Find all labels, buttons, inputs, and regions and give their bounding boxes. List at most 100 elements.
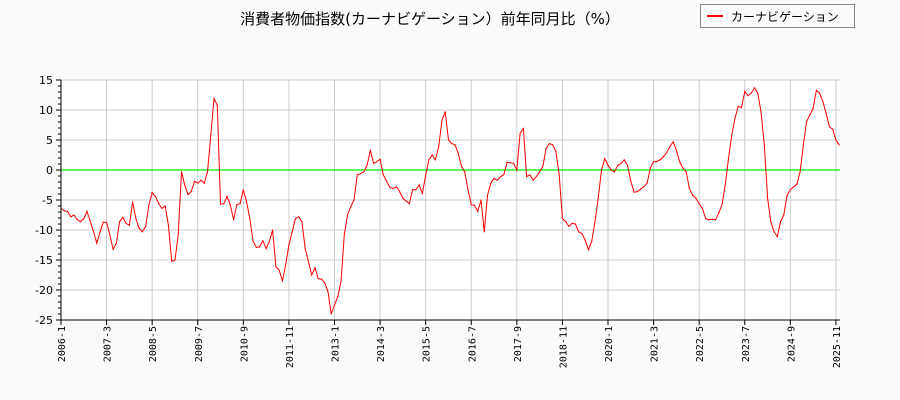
data-point [835,139,837,141]
x-tick-label: 2014-3 [376,326,387,362]
data-point [135,218,137,220]
data-point [701,207,704,209]
y-tick-label: -15 [35,254,53,267]
x-tick-label: 2024-9 [786,326,797,362]
data-point [428,159,430,161]
data-point [70,216,72,218]
data-point [610,169,612,171]
data-point [483,231,485,233]
data-point [587,249,590,251]
data-point [773,231,775,233]
data-point [522,128,524,130]
data-point [799,171,801,173]
x-tick-label: 2016-7 [467,326,478,362]
data-point [747,95,749,97]
data-point [340,281,342,283]
data-point [206,171,209,173]
data-point [421,192,424,194]
data-point [408,203,410,205]
data-point [620,162,622,164]
data-point [526,176,528,178]
data-point [115,242,117,244]
data-point [806,120,808,122]
data-point [281,280,284,282]
data-point [66,210,69,212]
data-point [99,231,101,233]
data-point [145,225,147,227]
data-point [161,207,163,209]
data-point [649,167,651,169]
data-point [796,183,798,185]
data-point [298,216,300,218]
data-point [174,259,176,261]
data-point [268,240,270,242]
data-point [89,221,91,223]
data-point [682,167,684,169]
data-point [503,174,505,176]
data-point [819,92,821,94]
data-point [259,246,261,248]
data-point [314,267,316,269]
data-point [278,269,280,271]
data-point [327,291,329,293]
data-point [180,171,183,173]
data-point [740,107,743,109]
data-point [766,197,769,199]
data-point [815,89,817,91]
data-point [132,201,134,203]
data-point [324,282,326,284]
data-point [490,182,492,184]
data-point [447,139,450,141]
data-point [477,210,479,212]
data-point [451,143,453,145]
data-point [584,239,586,241]
data-point [600,169,603,171]
y-tick-label: 15 [39,74,53,87]
data-point [828,126,831,128]
data-point [438,146,440,148]
data-point [434,159,437,161]
data-point [171,260,173,262]
x-tick-label: 2007-3 [103,326,114,362]
data-point [529,174,531,176]
data-point [343,234,345,236]
x-tick-label: 2022-5 [695,326,706,362]
data-point [789,189,791,191]
data-point [392,188,394,190]
data-point [216,104,218,106]
data-point [744,90,746,92]
data-point [721,204,723,206]
data-point [288,244,290,246]
data-point [568,225,570,227]
data-point [786,194,788,196]
x-tick-label: 2008-5 [148,326,159,362]
data-point [350,206,352,208]
data-point [405,200,407,202]
data-point [369,149,371,151]
data-point [226,195,228,197]
data-point [311,274,313,276]
y-tick-label: -25 [35,314,53,327]
data-point [555,150,557,152]
data-point [695,197,697,199]
data-point [809,114,811,116]
data-point [229,204,231,206]
data-point [441,119,443,121]
y-tick-label: 0 [46,164,53,177]
data-point [656,161,658,163]
data-point [480,199,482,201]
data-point [623,159,625,161]
data-point [346,214,349,216]
data-point [659,159,661,161]
data-point [177,234,179,236]
data-point [92,231,95,233]
data-point [539,171,541,173]
data-point [737,105,739,107]
data-point [255,246,257,248]
data-point [545,147,547,149]
data-point [363,171,365,173]
data-point [597,197,599,199]
data-point [734,117,736,119]
data-point [493,177,495,179]
data-point [646,182,648,184]
